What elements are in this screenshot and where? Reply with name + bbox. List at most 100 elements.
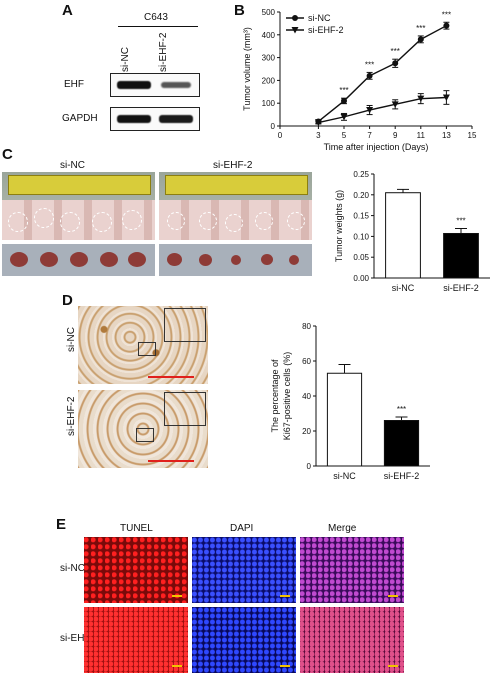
tumor-circle-marker [8,212,28,232]
tumor [128,252,146,267]
tumor-circle-marker [167,212,185,230]
tumor [70,252,88,267]
ruler [165,175,308,195]
x-tick-label: 0 [278,131,283,140]
tumor-circle-marker [225,214,243,232]
y-axis-label-line1: The percentage of [270,359,280,433]
tumor [289,255,299,265]
x-tick-label: 3 [316,131,321,140]
zoom-region-box [136,428,154,442]
cell-line-label: C643 [144,12,168,23]
scale-bar [280,665,290,667]
tumor-volume-chart: 0 100 200 300 400 500 0 3 5 7 9 11 13 15 Time after in… [242,8,477,152]
tumor-weights-chart: 0.00 0.05 0.10 0.15 0.20 0.25 si-NC si-EHF-2 ***… [334,170,490,293]
column-label-tunel: TUNEL [120,523,153,534]
panel-letter-e: E [56,516,67,533]
legend-marker [291,27,299,34]
x-tick-label: si-NC [392,283,415,293]
band-ehf-si-ehf-2 [161,82,191,88]
dapi-image-si-ehf [192,607,296,673]
y-tick-label: 400 [262,31,276,40]
row-label-si-nc: si-NC [60,563,85,574]
mice-photo-si-nc [2,172,155,240]
mice-photo-si-ehf-2 [159,172,312,240]
significance-label: *** [365,60,374,69]
significance-label: *** [391,47,400,56]
ihc-image-si-nc [78,306,208,384]
x-tick-label: si-NC [333,471,356,481]
tumor [100,252,118,267]
significance-label: *** [397,405,406,414]
panel-letter-c: C [2,146,13,163]
bar-si-NC [385,192,421,279]
scale-bar [172,595,182,597]
lane-label-si-ehf-2: si-EHF-2 [158,32,169,72]
tumor [10,252,28,267]
tumor-circle-marker [199,212,217,230]
dapi-image-si-nc [192,537,296,603]
ki67-chart: 0 20 40 60 80 si-NC si-EHF-2 *** The percentage … [270,322,430,481]
y-axis-label: Tumor volume (mm³) [242,27,252,111]
photo-label-si-ehf-2: si-EHF-2 [213,160,253,171]
data-point [340,113,348,121]
data-point [442,94,450,101]
tumor-circle-marker [34,208,54,228]
series-line-si-EHF-2 [318,96,447,124]
y-tick-label: 0.20 [353,191,369,200]
y-tick-label: 20 [302,427,311,436]
y-tick-label: 80 [302,322,311,331]
inset-zoom-box [164,308,206,342]
y-tick-label: 0.05 [353,253,369,262]
y-tick-label: 60 [302,357,311,366]
data-point [417,36,424,43]
y-axis-label: Tumor weights (g) [334,190,344,262]
y-tick-label: 0 [307,462,312,471]
x-tick-label: si-EHF-2 [443,283,479,293]
row-label-gapdh: GAPDH [62,113,98,124]
row-label-ehf: EHF [64,79,84,90]
panel-letter-d: D [62,292,73,309]
western-blot-ehf [110,73,200,97]
inset-zoom-box [164,392,206,426]
cell-line-divider [118,26,198,27]
x-tick-label: 9 [393,131,398,140]
panel-letter-b: B [234,2,245,19]
y-tick-label: 0 [271,122,276,131]
row-label-si-ehf: si-EHF [60,633,91,644]
ihc-image-si-ehf-2 [78,390,208,468]
data-point [417,95,425,103]
tumor-circle-marker [60,212,80,232]
x-tick-label: 13 [442,131,451,140]
panel-letter-a: A [62,2,73,19]
data-point [391,101,399,108]
data-point [366,107,374,114]
photo-label-si-nc: si-NC [60,160,85,171]
x-tick-label: 5 [342,131,347,140]
scale-bar [148,376,194,378]
legend-label: si-EHF-2 [308,25,344,35]
scale-bar [388,595,398,597]
y-axis-label-line2: Ki67-positive cells (%) [282,352,292,441]
merge-image-si-nc [300,537,404,603]
scale-bar [280,595,290,597]
significance-label: *** [442,10,451,19]
data-point [392,60,399,67]
legend-label: si-NC [308,13,331,23]
tumor [40,252,58,267]
x-tick-label: si-EHF-2 [384,471,420,481]
bar-si-EHF-2 [383,420,420,467]
ihc-row-label-si-ehf-2: si-EHF-2 [66,396,77,436]
scale-bar [172,665,182,667]
data-point [366,72,373,79]
tumor-circle-marker [287,212,305,230]
tumor-circle-marker [92,212,112,232]
x-tick-label: 7 [367,131,372,140]
x-tick-label: 15 [468,131,477,140]
legend-marker [292,15,298,21]
tumor [167,253,182,266]
zoom-region-box [138,342,156,356]
band-gapdh-si-ehf-2 [159,115,193,123]
western-blot-gapdh [110,107,200,131]
tumor [199,254,212,266]
x-axis-label: Time after injection (Days) [324,142,429,152]
